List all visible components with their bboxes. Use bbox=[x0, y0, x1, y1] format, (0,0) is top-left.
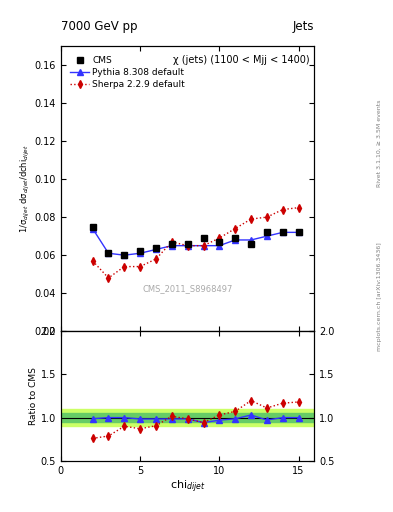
Sherpa 2.2.9 default bbox=[154, 256, 158, 262]
Bar bbox=[61, 413, 314, 422]
Pythia 8.308 default bbox=[264, 233, 269, 239]
CMS bbox=[122, 252, 127, 258]
Pythia 8.308 default bbox=[185, 243, 190, 249]
Pythia 8.308 default bbox=[106, 250, 111, 257]
Pythia 8.308 default bbox=[217, 243, 222, 249]
Line: Sherpa 2.2.9 default: Sherpa 2.2.9 default bbox=[90, 205, 301, 281]
Pythia 8.308 default bbox=[90, 225, 95, 231]
Sherpa 2.2.9 default bbox=[106, 275, 111, 281]
Sherpa 2.2.9 default bbox=[201, 243, 206, 249]
Sherpa 2.2.9 default bbox=[264, 214, 269, 220]
Text: mcplots.cern.ch [arXiv:1306.3436]: mcplots.cern.ch [arXiv:1306.3436] bbox=[377, 243, 382, 351]
Pythia 8.308 default bbox=[296, 229, 301, 236]
Sherpa 2.2.9 default bbox=[249, 216, 253, 222]
Sherpa 2.2.9 default bbox=[217, 235, 222, 241]
CMS bbox=[296, 229, 301, 236]
Text: CMS_2011_S8968497: CMS_2011_S8968497 bbox=[143, 284, 233, 293]
CMS bbox=[264, 229, 269, 236]
Text: Rivet 3.1.10, ≥ 3.5M events: Rivet 3.1.10, ≥ 3.5M events bbox=[377, 100, 382, 187]
Line: CMS: CMS bbox=[90, 224, 301, 258]
Sherpa 2.2.9 default bbox=[169, 239, 174, 245]
CMS bbox=[280, 229, 285, 236]
Bar bbox=[61, 409, 314, 426]
Pythia 8.308 default bbox=[154, 246, 158, 252]
Pythia 8.308 default bbox=[201, 243, 206, 249]
Pythia 8.308 default bbox=[138, 250, 143, 257]
CMS bbox=[249, 241, 253, 247]
Sherpa 2.2.9 default bbox=[138, 264, 143, 270]
Line: Pythia 8.308 default: Pythia 8.308 default bbox=[90, 226, 301, 258]
Pythia 8.308 default bbox=[280, 229, 285, 236]
Text: Jets: Jets bbox=[293, 20, 314, 33]
CMS bbox=[106, 250, 111, 257]
CMS bbox=[217, 239, 222, 245]
Sherpa 2.2.9 default bbox=[185, 243, 190, 249]
CMS bbox=[169, 241, 174, 247]
Pythia 8.308 default bbox=[233, 237, 237, 243]
CMS bbox=[233, 235, 237, 241]
CMS bbox=[138, 248, 143, 254]
Sherpa 2.2.9 default bbox=[233, 225, 237, 231]
Text: χ (jets) (1100 < Mjj < 1400): χ (jets) (1100 < Mjj < 1400) bbox=[173, 55, 309, 65]
CMS bbox=[154, 245, 158, 251]
CMS bbox=[185, 241, 190, 247]
X-axis label: chi$_{dijet}$: chi$_{dijet}$ bbox=[170, 478, 206, 495]
Sherpa 2.2.9 default bbox=[296, 205, 301, 211]
Sherpa 2.2.9 default bbox=[280, 206, 285, 212]
Pythia 8.308 default bbox=[169, 243, 174, 249]
Legend: CMS, Pythia 8.308 default, Sherpa 2.2.9 default: CMS, Pythia 8.308 default, Sherpa 2.2.9 … bbox=[70, 56, 185, 89]
Sherpa 2.2.9 default bbox=[90, 258, 95, 264]
Text: 7000 GeV pp: 7000 GeV pp bbox=[61, 20, 138, 33]
CMS bbox=[201, 235, 206, 241]
Sherpa 2.2.9 default bbox=[122, 264, 127, 270]
Y-axis label: Ratio to CMS: Ratio to CMS bbox=[29, 367, 38, 425]
CMS bbox=[90, 224, 95, 230]
Pythia 8.308 default bbox=[249, 237, 253, 243]
Y-axis label: 1/σ$_{dijet}$ dσ$_{dijet}$/dchi$_{dijet}$: 1/σ$_{dijet}$ dσ$_{dijet}$/dchi$_{dijet}… bbox=[19, 144, 32, 233]
Pythia 8.308 default bbox=[122, 252, 127, 258]
